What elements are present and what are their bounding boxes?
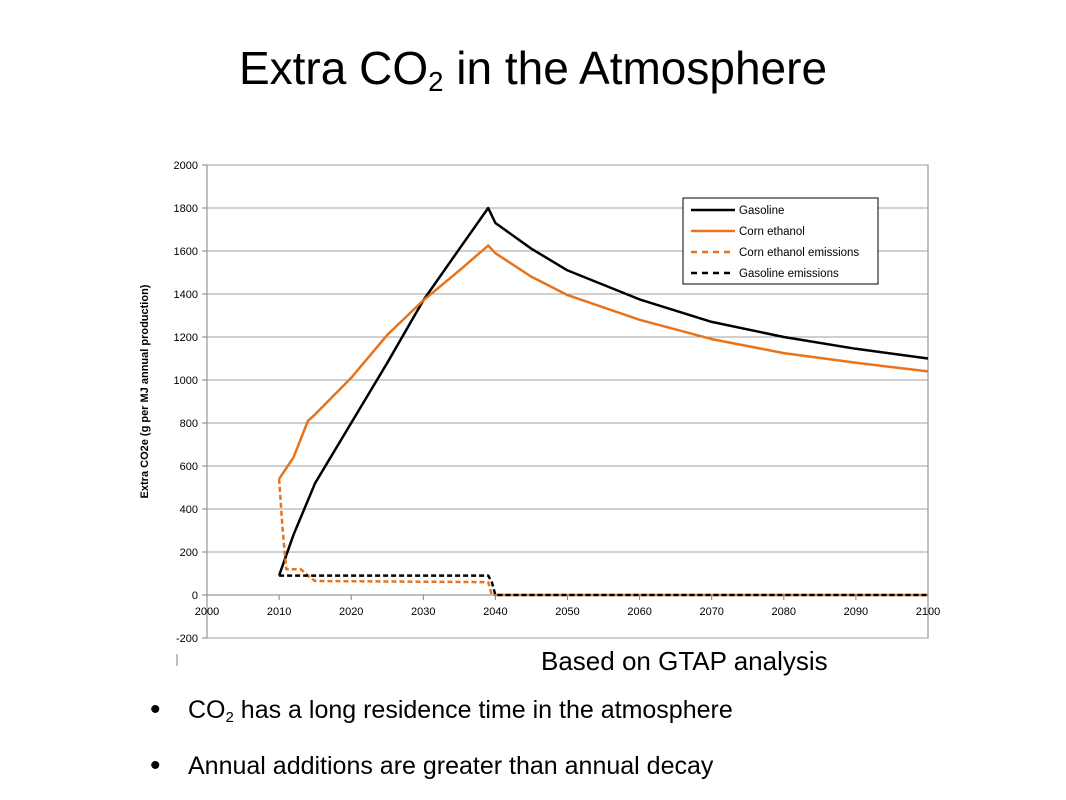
x-tick-label: 2090 (844, 606, 868, 618)
y-tick-label: 1400 (174, 289, 198, 301)
legend (682, 197, 879, 285)
series-line (277, 478, 928, 597)
bullet-text: Annual additions are greater than annual… (188, 752, 714, 780)
x-tick-label: 2010 (267, 606, 291, 618)
legend-label: Gasoline emissions (739, 268, 839, 280)
y-tick-label: 0 (192, 590, 198, 602)
legend-label: Corn ethanol (739, 226, 805, 238)
x-tick-label: 2040 (483, 606, 507, 618)
y-tick-label: 400 (180, 504, 198, 516)
bullet-dot-icon: • (150, 749, 161, 782)
y-tick-label: 1600 (174, 246, 198, 258)
x-tick-label: 2030 (411, 606, 435, 618)
y-tick-label: 200 (180, 547, 198, 559)
x-tick-label: 2000 (195, 606, 219, 618)
bullet-dot-icon: • (150, 693, 161, 726)
y-tick-label: 600 (180, 461, 198, 473)
x-tick-label: 2100 (916, 606, 940, 618)
series-line (279, 574, 928, 597)
legend-label: Corn ethanol emissions (739, 247, 859, 259)
x-tick-label: 2080 (772, 606, 796, 618)
y-tick-label: 1800 (174, 203, 198, 215)
y-tick-label: 2000 (174, 160, 198, 172)
footnote: Based on GTAP analysis (541, 646, 828, 676)
y-tick-label: 1000 (174, 375, 198, 387)
x-tick-label: 2020 (339, 606, 363, 618)
slide-title: Extra CO2 in the Atmosphere (238, 42, 828, 97)
series-line (277, 206, 929, 577)
x-tick-label: 2070 (699, 606, 723, 618)
x-tick-label: 2060 (627, 606, 651, 618)
legend-label: Gasoline (739, 205, 784, 217)
series-line (278, 244, 929, 480)
bullet-text: CO2 has a long residence time in the atm… (188, 696, 733, 726)
x-tick-label: 2050 (555, 606, 579, 618)
y-axis-label: Extra CO2e (g per MJ annual production) (139, 284, 151, 498)
y-tick-label: -200 (176, 633, 198, 645)
y-tick-label: 800 (180, 418, 198, 430)
y-tick-label: 1200 (174, 332, 198, 344)
